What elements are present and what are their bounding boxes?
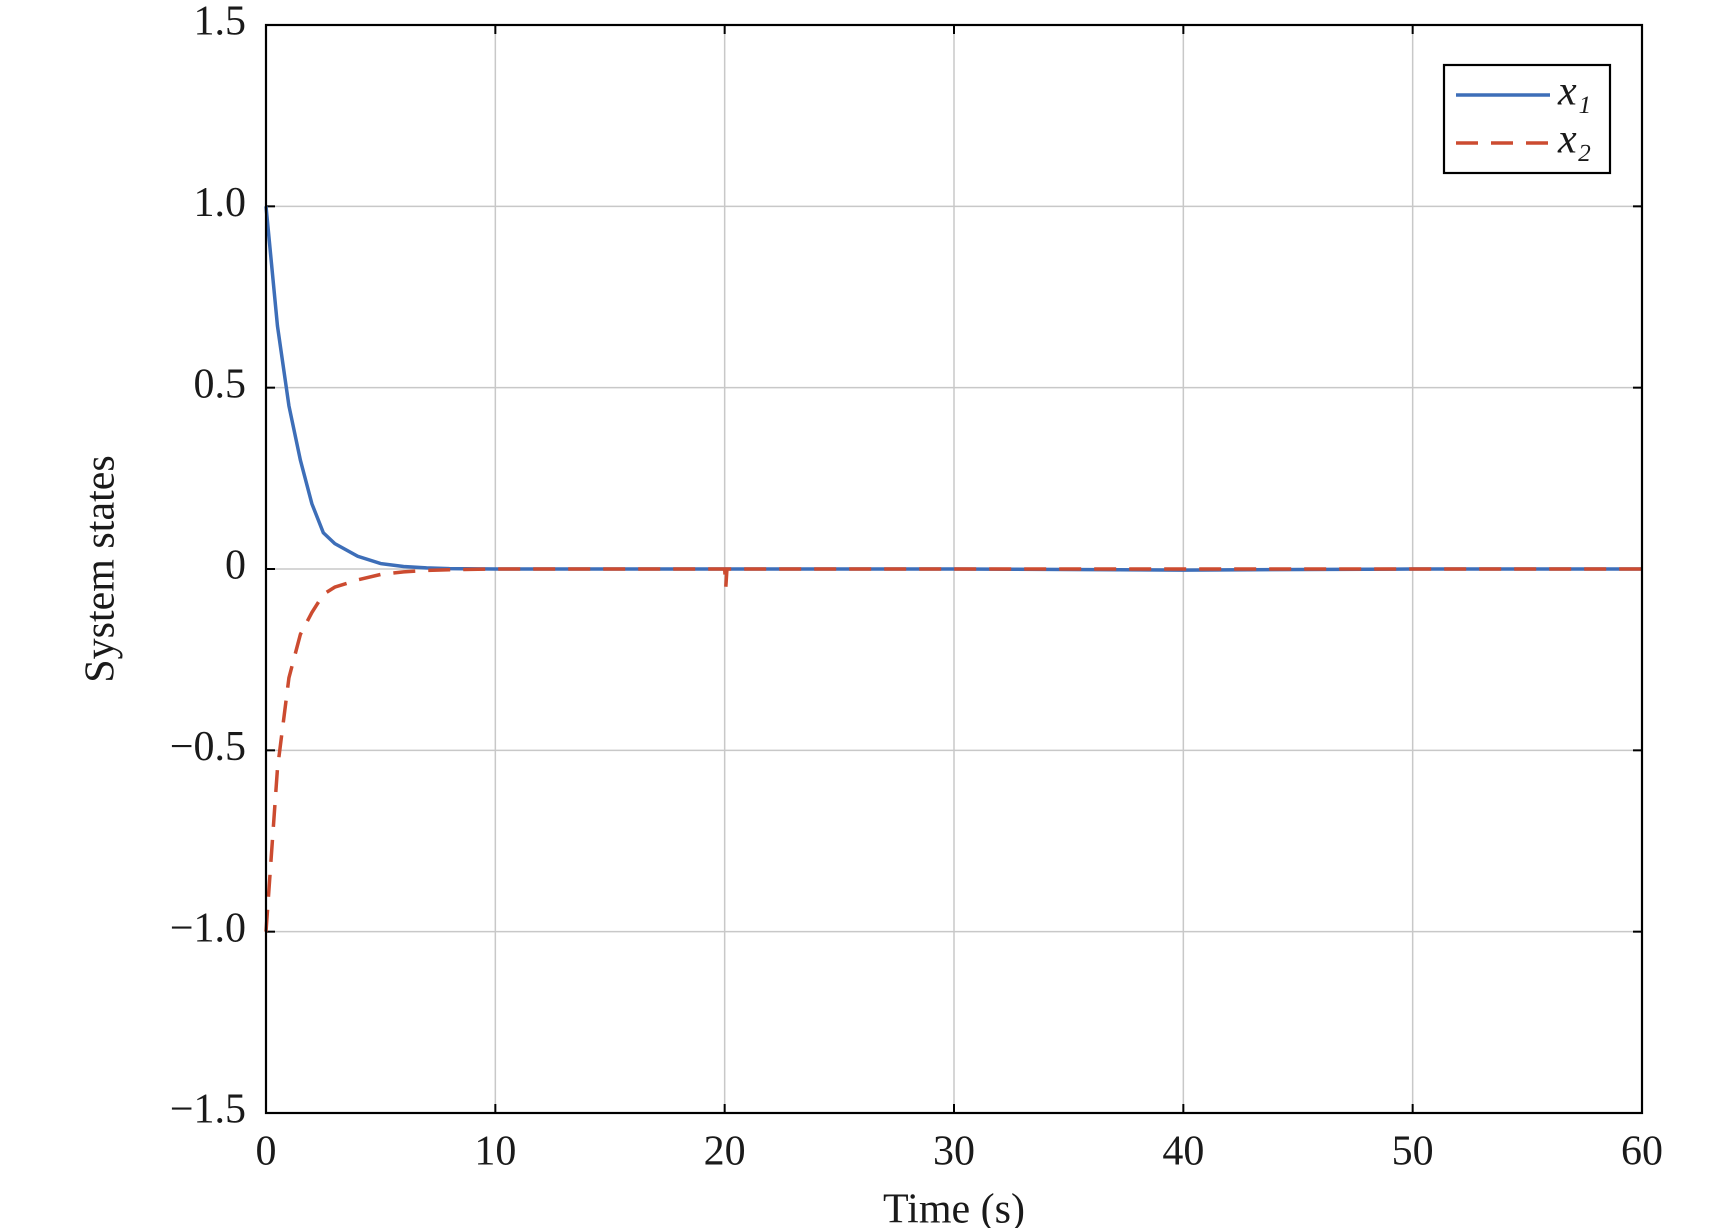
- x-tick-label: 60: [1621, 1129, 1663, 1175]
- y-tick-label: 0.5: [194, 361, 247, 407]
- legend-box: [1442, 63, 1612, 175]
- x-tick-label: 30: [933, 1129, 975, 1175]
- x-tick-label: 50: [1392, 1129, 1434, 1175]
- x-tick-label: 40: [1162, 1129, 1204, 1175]
- legend-label: x₂: [1557, 117, 1591, 163]
- legend-label: x₁: [1557, 69, 1591, 115]
- series-line: [264, 567, 1642, 932]
- y-axis-label: System states: [78, 455, 124, 683]
- y-tick-label: 0: [225, 543, 246, 589]
- x-tick-label: 0: [256, 1129, 277, 1175]
- series-line: [264, 206, 1642, 572]
- x-axis-label: Time (s): [883, 1187, 1025, 1228]
- y-tick-label: −0.5: [170, 724, 246, 770]
- y-tick-label: 1.0: [194, 180, 247, 226]
- y-tick-label: 1.5: [194, 0, 247, 45]
- x-tick-label: 10: [474, 1129, 516, 1175]
- y-tick-label: −1.0: [170, 905, 246, 951]
- x-tick-label: 20: [704, 1129, 746, 1175]
- plot-frame: [264, 23, 1644, 1115]
- y-tick-label: −1.5: [170, 1087, 246, 1133]
